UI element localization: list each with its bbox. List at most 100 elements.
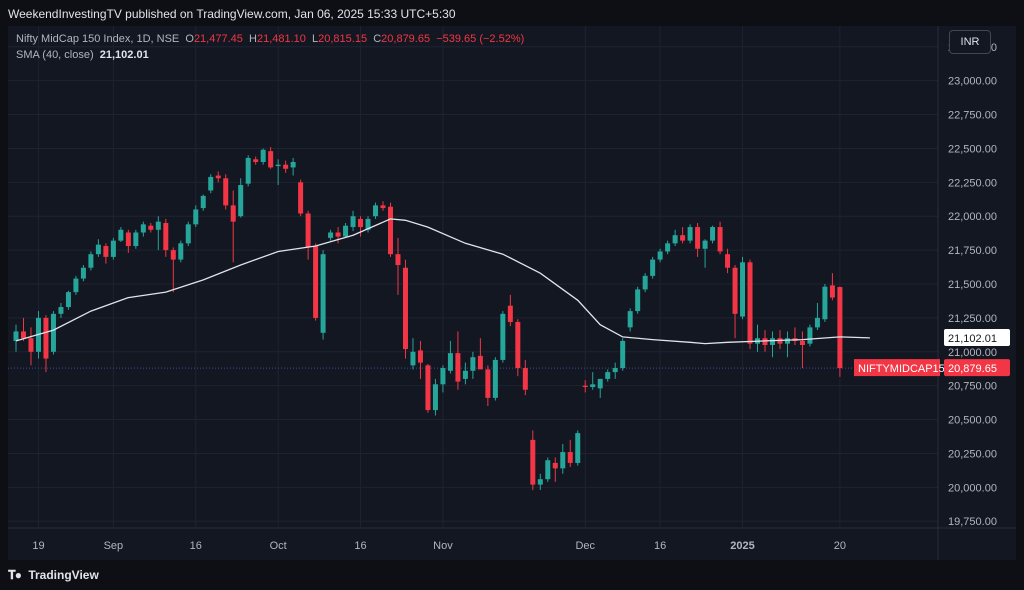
y-tick-label: 20,750.00 [948,381,997,393]
candle-body [253,159,259,162]
candle-body [178,243,184,260]
publish-bar: WeekendInvestingTV published on TradingV… [0,0,1024,26]
candle-body [530,439,536,485]
candle-body [260,149,266,162]
sma-price-tag [944,328,1010,346]
candle-body [425,365,431,411]
sma-price-tag-label: 21,102.01 [948,333,997,345]
candle-body [762,338,768,345]
last-price-tag-label: 20,879.65 [948,363,997,375]
candle-body [515,321,521,369]
x-tick-label: 16 [354,540,366,552]
candle-body [328,232,334,238]
candle-body [522,368,528,390]
candle-body [799,340,805,345]
candle-body [65,292,71,308]
sma-legend: SMA (40, close) 21,102.01 [16,49,149,61]
symbol-description[interactable]: Nifty MidCap 150 Index, 1D, NSE [16,33,180,45]
x-tick-label: 16 [190,540,202,552]
candle-body [193,209,199,225]
candle-body [627,311,633,328]
candle-body [28,338,34,352]
candle-body [395,254,401,266]
candle-body [238,185,244,217]
x-tick-label: 20 [834,540,846,552]
candle-body [462,370,468,379]
candle-body [657,251,663,260]
currency-button[interactable]: INR [949,30,991,54]
candle-body [170,250,176,260]
candle-body [807,327,813,344]
candle-body [155,221,161,230]
candle-body [822,286,828,320]
high-label: H [249,33,257,45]
y-tick-label: 21,500.00 [948,279,997,291]
candle-body [635,289,641,312]
x-tick-label: 2025 [730,540,754,552]
candle-body [245,157,251,184]
y-tick-label: 19,750.00 [948,516,997,528]
price-chart[interactable]: 19,750.00 20,000.00 20,250.00 20,500.00 20,7… [8,26,1016,560]
candle-body [402,267,408,350]
sma-label[interactable]: SMA (40, close) [16,49,94,61]
candle-body [492,359,498,398]
candle-body [350,216,356,228]
candle-body [118,229,124,241]
y-tick-label: 20,500.00 [948,415,997,427]
candle-body [358,218,364,228]
x-tick-label: Nov [433,540,453,552]
candle-body [13,331,19,341]
candle-body [695,227,701,249]
last-price-tag [944,359,1010,377]
symbol-name-tag [854,359,940,377]
candle-body [283,164,289,169]
candle-body [380,205,386,209]
y-tick-label: 20,250.00 [948,448,997,460]
candle-body [343,225,349,237]
candle-body [575,433,581,463]
candle-body [80,267,86,279]
candle-body [58,307,64,314]
candle-body [665,243,671,252]
candle-body [125,232,131,247]
candle-body [215,175,221,179]
candle-body [612,368,618,373]
candle-body [148,225,154,230]
candle-body [313,246,319,318]
tradingview-brand[interactable]: 𝐓● TradingView [8,568,99,583]
candle-body [702,240,708,249]
y-tick-label: 22,500.00 [948,143,997,155]
candle-body [687,227,693,241]
candle-body [373,205,379,217]
candle-body [103,246,109,257]
candle-body [110,240,116,257]
x-tick-label: Dec [575,540,595,552]
brand-name: TradingView [28,568,99,582]
y-tick-label: 23,000.00 [948,76,997,88]
chart-frame[interactable]: 19,750.00 20,000.00 20,250.00 20,500.00 20,7… [8,26,1016,560]
candle-body [388,206,393,255]
candle-body [829,285,835,298]
candle-body [410,351,416,366]
candle-body [769,338,775,345]
y-tick-label: 22,000.00 [948,211,997,223]
candle-body [560,452,566,469]
candle-body [298,182,304,214]
candle-body [784,338,790,344]
candle-body [597,378,603,389]
candle-body [710,227,716,241]
candle-body [268,151,274,168]
x-tick-label: Oct [270,540,287,552]
candle-body [20,331,26,339]
candle-body [732,267,738,314]
candle-body [290,162,296,168]
y-tick-label: 21,750.00 [948,245,997,257]
candle-body [185,224,191,244]
candle-body [500,313,506,360]
candle-body [335,232,341,237]
candle-body [223,178,229,206]
candle-body [320,254,326,333]
candle-body [837,287,843,369]
change-value: −539.65 (−2.52%) [436,33,525,45]
candle-body [642,275,648,290]
